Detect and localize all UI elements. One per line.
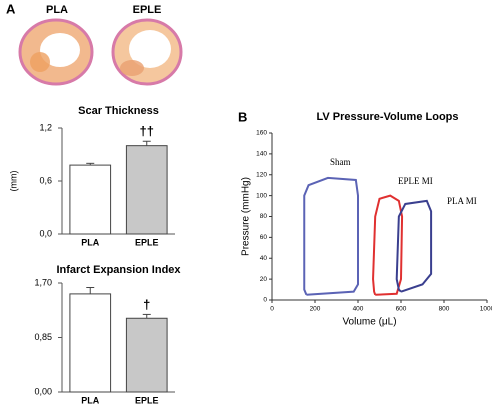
y-tick-label: 160	[256, 130, 267, 137]
image-caption: EPLE	[133, 4, 162, 16]
annotation: †	[143, 297, 150, 312]
y-tick-label: 0,6	[39, 175, 52, 185]
y-tick-label: 1,70	[34, 277, 52, 287]
series-label: Sham	[330, 157, 351, 167]
x-tick-label: EPLE	[135, 237, 159, 247]
y-tick-label: 80	[260, 213, 268, 220]
image-caption: PLA	[46, 4, 68, 16]
y-axis-label: Pressure (mmHg)	[241, 177, 252, 256]
y-tick-label: 60	[260, 234, 268, 241]
y-tick-label: 0,00	[34, 386, 52, 396]
bar	[125, 145, 168, 235]
x-tick-label: 600	[396, 306, 407, 313]
pv-loop	[395, 199, 433, 293]
x-tick-label: 1000	[480, 306, 492, 313]
y-tick-label: 100	[256, 192, 267, 199]
bar	[69, 293, 112, 393]
x-tick-label: 800	[439, 306, 450, 313]
x-tick-label: PLA	[81, 395, 100, 405]
x-axis-label: Volume (μL)	[342, 317, 396, 328]
y-tick-label: 0,0	[39, 228, 52, 238]
panel-label: B	[238, 109, 247, 124]
y-tick-label: 20	[260, 276, 268, 283]
chart-title: Scar Thickness	[78, 105, 159, 117]
y-axis-label: (mm)	[8, 171, 18, 192]
y-tick-label: 1,2	[39, 122, 52, 132]
bar	[125, 317, 168, 393]
pv-loop	[372, 194, 404, 296]
x-tick-label: 400	[353, 306, 364, 313]
series-label: EPLE MI	[398, 176, 433, 186]
annotation: ††	[140, 124, 154, 139]
x-tick-label: 0	[270, 306, 274, 313]
x-tick-label: 200	[310, 306, 321, 313]
chart-title: Infarct Expansion Index	[56, 264, 181, 276]
y-tick-label: 140	[256, 151, 267, 158]
x-tick-label: PLA	[81, 237, 100, 247]
bar	[69, 164, 112, 235]
series-label: PLA MI	[447, 196, 477, 206]
heart-section	[111, 18, 183, 86]
x-tick-label: EPLE	[135, 395, 159, 405]
chart-title: LV Pressure-Volume Loops	[316, 111, 458, 123]
panel-label: A	[6, 1, 16, 16]
heart-section	[18, 18, 94, 86]
y-tick-label: 0,85	[34, 332, 52, 342]
y-tick-label: 0	[263, 297, 267, 304]
y-tick-label: 120	[256, 171, 267, 178]
y-tick-label: 40	[260, 255, 268, 262]
pv-loop	[303, 176, 359, 296]
